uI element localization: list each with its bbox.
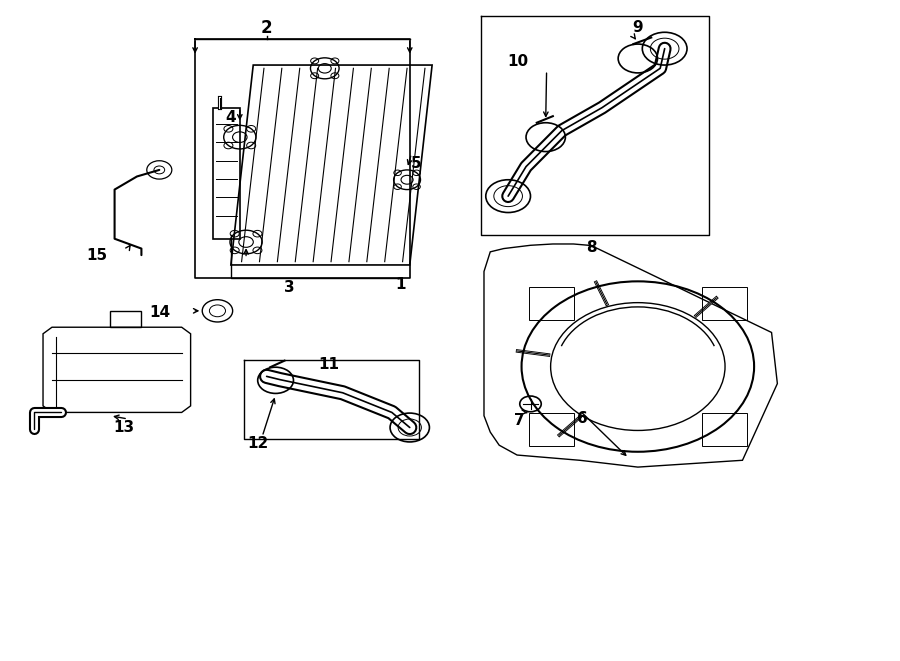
Text: 11: 11 [319,357,339,372]
Text: 12: 12 [248,436,268,451]
Text: 3: 3 [284,280,294,295]
Text: 4: 4 [226,110,236,125]
Text: 6: 6 [577,412,588,426]
Text: 7: 7 [515,413,525,428]
Text: 9: 9 [633,20,643,35]
Text: 13: 13 [113,420,134,435]
Text: 1: 1 [396,277,406,292]
Text: 14: 14 [149,305,171,320]
Text: 2: 2 [261,19,273,36]
Text: 8: 8 [586,240,597,254]
Text: 10: 10 [508,54,528,69]
Text: 15: 15 [86,248,107,262]
Text: 5: 5 [410,156,421,171]
